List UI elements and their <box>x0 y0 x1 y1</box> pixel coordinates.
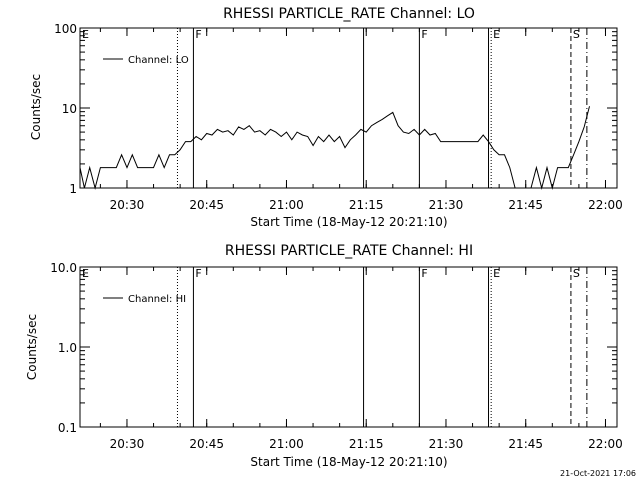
hi-y-tick-label: 1.0 <box>58 341 77 355</box>
lo-event-marker-label: E <box>493 28 500 41</box>
lo-axes: 20:30 20:45 21:00 21:15 21:30 21:45 22:00 1 10 10… <box>54 22 623 212</box>
hi-chart-title: RHESSI PARTICLE_RATE Channel: HI <box>225 243 473 259</box>
lo-x-tick-label: 21:15 <box>349 198 384 212</box>
lo-legend: Channel: LO <box>103 55 189 66</box>
hi-x-tick-label: 22:00 <box>588 437 623 451</box>
hi-x-tick-label: 21:30 <box>429 437 464 451</box>
lo-event-marker-label: F <box>421 28 427 41</box>
lo-chart-title: RHESSI PARTICLE_RATE Channel: LO <box>223 6 475 22</box>
hi-x-tick-label: 21:45 <box>508 437 543 451</box>
lo-event-marker-label: F <box>195 28 201 41</box>
lo-x-tick-label: 21:00 <box>269 198 304 212</box>
lo-y-axis-label: Counts/sec <box>29 74 43 140</box>
hi-event-marker-label: E <box>82 267 89 280</box>
lo-channel-panel: RHESSI PARTICLE_RATE Channel: LO Start T… <box>29 6 623 229</box>
hi-event-marker-label: S <box>573 267 580 280</box>
hi-event-marker-label: E <box>493 267 500 280</box>
lo-y-tick-label: 1 <box>69 182 77 196</box>
hi-channel-panel: RHESSI PARTICLE_RATE Channel: HI Start T… <box>25 243 623 469</box>
lo-x-tick-label: 20:30 <box>110 198 145 212</box>
lo-x-tick-label: 21:30 <box>429 198 464 212</box>
lo-x-axis-label: Start Time (18-May-12 20:21:10) <box>250 215 447 229</box>
hi-x-axis-label: Start Time (18-May-12 20:21:10) <box>250 455 447 469</box>
hi-event-marker-label: F <box>195 267 201 280</box>
hi-y-tick-label: 0.1 <box>58 421 77 435</box>
lo-event-marker-label: E <box>82 28 89 41</box>
hi-y-tick-label: 10.0 <box>50 261 77 275</box>
lo-event-marker-label: S <box>573 28 580 41</box>
lo-series-line <box>79 106 590 190</box>
lo-y-tick-label: 100 <box>54 22 77 36</box>
hi-x-tick-label: 20:45 <box>189 437 224 451</box>
lo-legend-label: Channel: LO <box>128 55 189 66</box>
hi-plot-frame <box>79 266 618 428</box>
lo-x-tick-label: 20:45 <box>189 198 224 212</box>
hi-axes: 20:30 20:45 21:00 21:15 21:30 21:45 22:00 0.1 1.… <box>50 261 622 451</box>
generation-timestamp: 21-Oct-2021 17:06 <box>560 469 636 478</box>
hi-y-axis-label: Counts/sec <box>25 314 39 380</box>
lo-x-tick-label: 22:00 <box>588 198 623 212</box>
hi-legend-label: Channel: HI <box>128 294 186 305</box>
lo-series-layer <box>79 106 590 190</box>
hi-x-tick-label: 20:30 <box>110 437 145 451</box>
hi-event-marker-label: F <box>421 267 427 280</box>
hi-legend: Channel: HI <box>103 294 186 305</box>
lo-plot-frame <box>79 27 618 189</box>
lo-x-tick-label: 21:45 <box>508 198 543 212</box>
hi-x-tick-label: 21:15 <box>349 437 384 451</box>
hi-x-tick-label: 21:00 <box>269 437 304 451</box>
lo-y-tick-label: 10 <box>62 102 77 116</box>
